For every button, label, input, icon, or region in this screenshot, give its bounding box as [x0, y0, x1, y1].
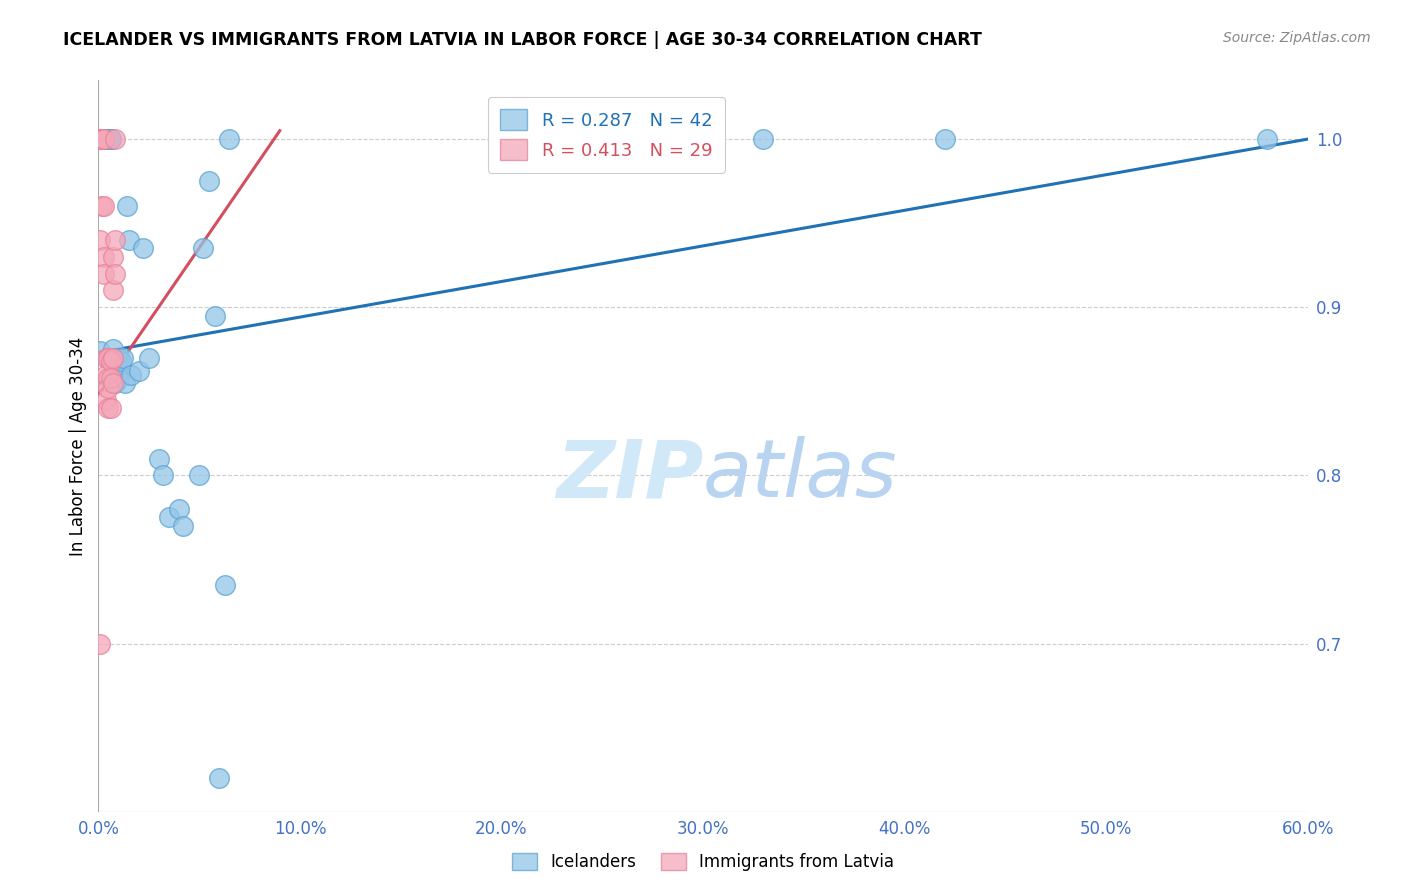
Point	[103, 267, 125, 281]
Point	[214, 578, 236, 592]
Point	[103, 233, 125, 247]
Point	[96, 132, 118, 146]
Point	[101, 343, 124, 357]
Point	[101, 250, 124, 264]
Point	[100, 354, 122, 368]
Text: Source: ZipAtlas.com: Source: ZipAtlas.com	[1223, 31, 1371, 45]
Point	[101, 284, 124, 298]
Point	[96, 392, 118, 407]
Point	[103, 132, 125, 146]
Point	[105, 351, 128, 365]
Point	[96, 368, 118, 382]
Point	[101, 351, 124, 365]
Point	[128, 364, 150, 378]
Point	[96, 351, 118, 365]
Point	[101, 354, 124, 368]
Point	[152, 468, 174, 483]
Point	[97, 351, 120, 365]
Point	[93, 132, 115, 146]
Point	[97, 401, 120, 416]
Point	[89, 132, 111, 146]
Point	[97, 381, 120, 395]
Legend: R = 0.287   N = 42, R = 0.413   N = 29: R = 0.287 N = 42, R = 0.413 N = 29	[488, 96, 725, 173]
Point	[167, 502, 190, 516]
Point	[103, 351, 125, 365]
Point	[208, 771, 231, 785]
Point	[97, 132, 120, 146]
Point	[93, 132, 115, 146]
Point	[107, 364, 129, 378]
Legend: Icelanders, Immigrants from Latvia: Icelanders, Immigrants from Latvia	[503, 845, 903, 880]
Point	[101, 376, 124, 390]
Point	[138, 351, 160, 365]
Point	[91, 199, 114, 213]
Point	[89, 343, 111, 358]
Text: atlas: atlas	[703, 436, 898, 515]
Point	[107, 351, 129, 365]
Point	[218, 132, 240, 146]
Point	[132, 242, 155, 256]
Point	[120, 368, 142, 382]
Point	[91, 132, 114, 146]
Point	[752, 132, 775, 146]
Point	[204, 309, 226, 323]
Y-axis label: In Labor Force | Age 30-34: In Labor Force | Age 30-34	[69, 336, 87, 556]
Point	[110, 354, 132, 368]
Point	[148, 451, 170, 466]
Point	[115, 199, 138, 213]
Point	[101, 371, 124, 385]
Point	[93, 267, 115, 281]
Point	[89, 636, 111, 650]
Point	[114, 376, 136, 390]
Point	[193, 242, 215, 256]
Point	[198, 174, 221, 188]
Point	[100, 371, 122, 385]
Point	[103, 376, 125, 390]
Point	[89, 233, 111, 247]
Point	[1256, 132, 1278, 146]
Point	[100, 132, 122, 146]
Point	[111, 351, 134, 365]
Point	[97, 371, 120, 385]
Point	[91, 132, 114, 146]
Point	[89, 132, 111, 146]
Point	[97, 132, 120, 146]
Point	[93, 250, 115, 264]
Text: ICELANDER VS IMMIGRANTS FROM LATVIA IN LABOR FORCE | AGE 30-34 CORRELATION CHART: ICELANDER VS IMMIGRANTS FROM LATVIA IN L…	[63, 31, 983, 49]
Point	[89, 132, 111, 146]
Point	[93, 132, 115, 146]
Point	[188, 468, 211, 483]
Point	[100, 132, 122, 146]
Point	[107, 371, 129, 385]
Point	[100, 401, 122, 416]
Point	[172, 519, 194, 533]
Point	[118, 233, 141, 247]
Point	[934, 132, 956, 146]
Point	[157, 510, 180, 524]
Point	[105, 364, 128, 378]
Point	[93, 199, 115, 213]
Text: ZIP: ZIP	[555, 436, 703, 515]
